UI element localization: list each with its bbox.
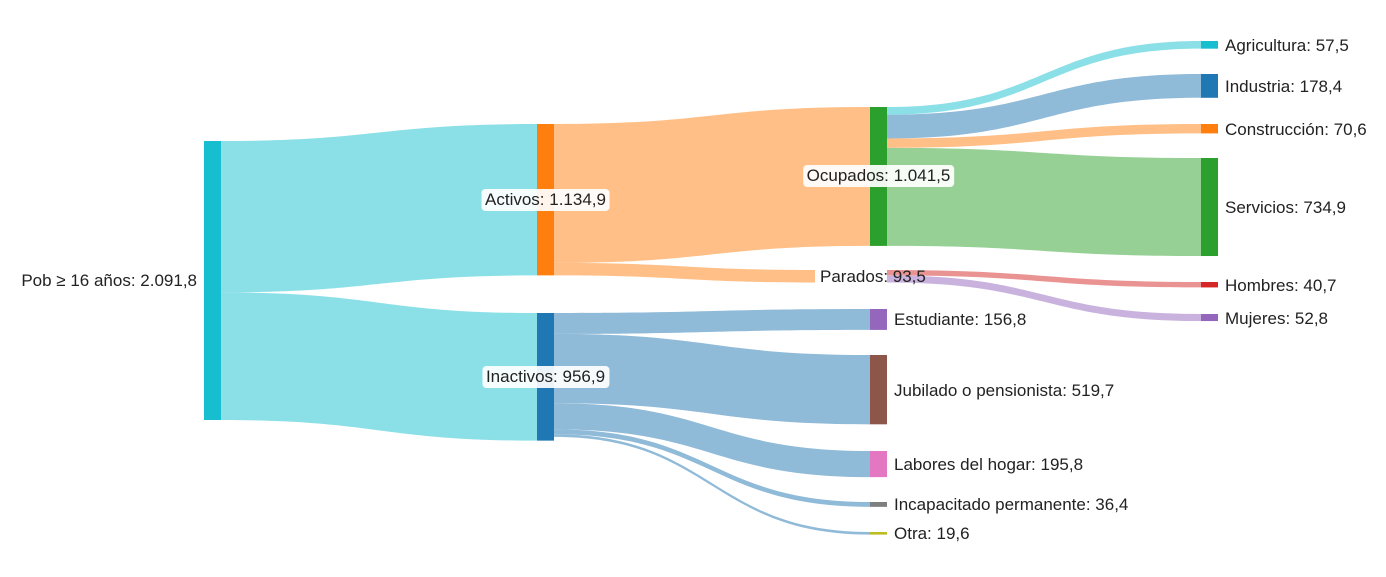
node-label-labores: Labores del hogar: 195,8 (894, 455, 1084, 475)
link-parados-mujeres[interactable] (887, 275, 1201, 322)
node-labores[interactable] (870, 451, 887, 478)
node-label-industria: Industria: 178,4 (1225, 76, 1343, 96)
node-otra[interactable] (870, 532, 887, 535)
node-label-activos: Activos: 1.134,9 (481, 188, 610, 211)
link-inactivos-labores[interactable] (554, 403, 870, 478)
node-servicios[interactable] (1201, 158, 1218, 257)
node-construccion[interactable] (1201, 124, 1218, 134)
node-label-agricultura: Agricultura: 57,5 (1225, 35, 1349, 55)
node-mujeres[interactable] (1201, 314, 1218, 322)
link-inactivos-incapacitado[interactable] (554, 429, 870, 507)
node-jubilado[interactable] (870, 355, 887, 425)
node-label-pob: Pob ≥ 16 años: 2.091,8 (21, 270, 197, 290)
node-label-parados: Parados: 93,5 (820, 267, 926, 287)
link-pob-activos[interactable] (221, 124, 537, 293)
node-estudiante[interactable] (870, 309, 887, 330)
node-label-hombres: Hombres: 40,7 (1225, 275, 1337, 295)
node-label-inactivos: Inactivos: 956,9 (481, 365, 610, 388)
link-inactivos-jubilado[interactable] (554, 333, 870, 425)
link-activos-parados[interactable] (554, 262, 815, 283)
link-ocupados-industria[interactable] (887, 74, 1201, 139)
node-label-incapacitado: Incapacitado permanente: 36,4 (894, 495, 1129, 515)
node-agricultura[interactable] (1201, 41, 1218, 49)
link-inactivos-otra[interactable] (554, 434, 870, 535)
link-ocupados-construccion[interactable] (887, 124, 1201, 148)
node-label-otra: Otra: 19,6 (894, 524, 970, 544)
node-industria[interactable] (1201, 74, 1218, 98)
link-ocupados-servicios[interactable] (887, 147, 1201, 257)
link-activos-ocupados[interactable] (554, 107, 870, 263)
node-hombres[interactable] (1201, 282, 1218, 288)
node-label-construccion: Construcción: 70,6 (1225, 119, 1367, 139)
links (221, 41, 1201, 535)
node-label-mujeres: Mujeres: 52,8 (1225, 308, 1328, 328)
node-incapacitado[interactable] (870, 502, 887, 507)
node-label-servicios: Servicios: 734,9 (1225, 198, 1346, 217)
link-parados-hombres[interactable] (887, 270, 1201, 288)
link-inactivos-estudiante[interactable] (554, 309, 870, 334)
node-label-ocupados: Ocupados: 1.041,5 (802, 165, 955, 188)
node-pob[interactable] (204, 141, 221, 420)
link-ocupados-agricultura[interactable] (887, 41, 1201, 115)
link-pob-inactivos[interactable] (221, 292, 537, 441)
node-label-jubilado: Jubilado o pensionista: 519,7 (894, 380, 1115, 400)
node-label-estudiante: Estudiante: 156,8 (894, 310, 1027, 330)
